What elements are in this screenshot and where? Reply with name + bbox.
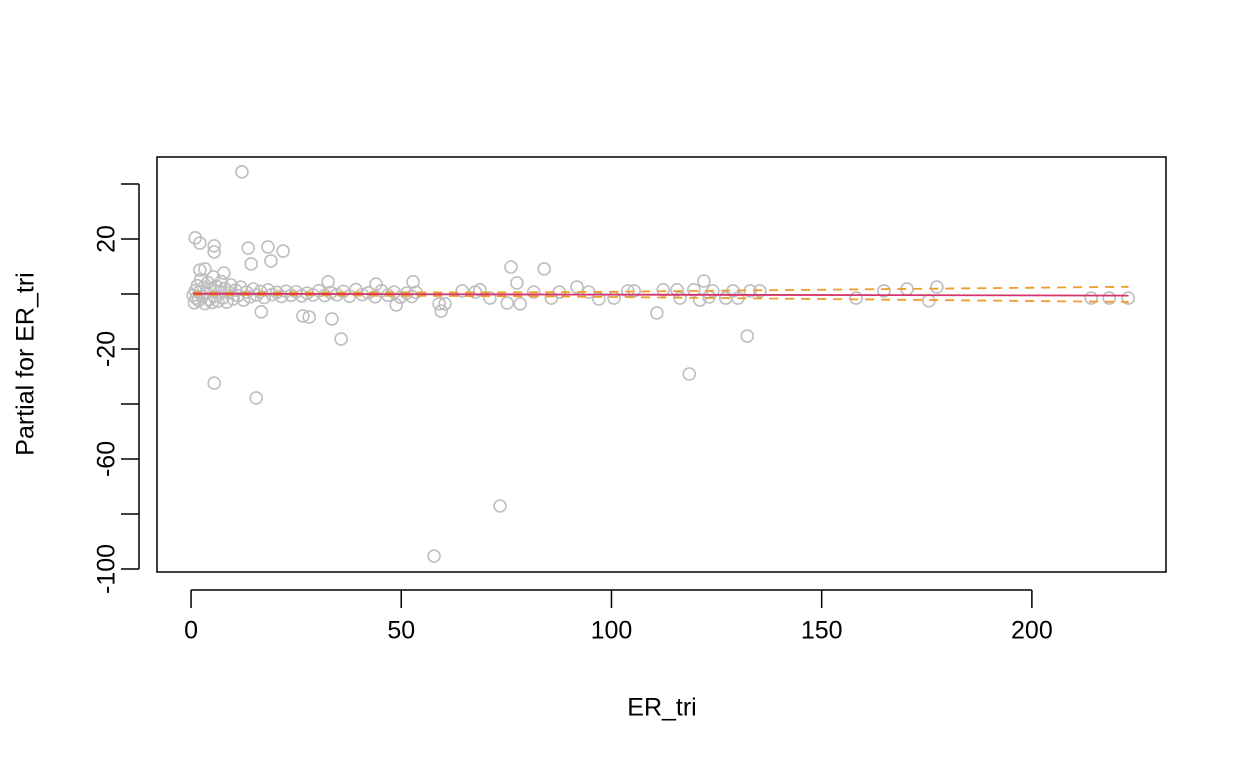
x-tick-label: 150 (801, 617, 843, 645)
point (321, 275, 335, 289)
fit-line (193, 292, 1129, 297)
confidence-band (193, 293, 1129, 303)
point (493, 499, 507, 513)
point (526, 285, 541, 299)
point (434, 304, 449, 318)
point (682, 367, 697, 381)
y-tick-label: 20 (93, 225, 121, 253)
point (254, 305, 269, 319)
x-tick-label: 200 (1011, 617, 1053, 645)
point (432, 297, 446, 311)
y-tick-label: -20 (93, 331, 121, 367)
point (302, 310, 316, 324)
point (697, 274, 711, 288)
point (369, 277, 383, 291)
plot-frame (156, 156, 1167, 573)
point (389, 298, 404, 312)
point (198, 296, 212, 311)
point (235, 165, 249, 179)
point (249, 391, 264, 405)
y-tick-label: -100 (93, 544, 121, 594)
point (427, 549, 441, 563)
point (877, 284, 891, 298)
confidence-band (193, 285, 1129, 294)
point (406, 275, 420, 289)
point (438, 297, 452, 311)
point (334, 332, 348, 346)
point (473, 283, 487, 297)
point (198, 262, 212, 276)
point (504, 260, 518, 274)
point (1121, 291, 1135, 305)
point (500, 296, 515, 310)
point (207, 245, 221, 259)
point (193, 263, 207, 277)
point (656, 283, 670, 297)
point (455, 284, 470, 298)
point (243, 290, 257, 304)
point (261, 283, 275, 297)
point (510, 276, 524, 290)
point (1102, 291, 1117, 305)
point (207, 376, 221, 390)
point (257, 290, 272, 305)
point (219, 295, 234, 310)
point (740, 329, 755, 343)
point (264, 254, 278, 268)
point (513, 297, 528, 311)
point (270, 285, 284, 300)
point (325, 312, 339, 326)
point (276, 244, 290, 258)
point (687, 283, 701, 297)
point (261, 240, 275, 254)
point (592, 292, 606, 306)
point (296, 309, 310, 323)
y-axis-title: Partial for ER_tri (12, 272, 40, 455)
x-tick-label: 50 (387, 617, 415, 645)
point (537, 262, 552, 276)
y-tick-label: -60 (93, 441, 121, 477)
x-tick-label: 100 (591, 617, 633, 645)
x-tick-label: 0 (184, 617, 198, 645)
point (930, 280, 944, 294)
point (244, 257, 258, 271)
point (193, 236, 207, 250)
point (217, 266, 231, 280)
point (570, 280, 584, 294)
point (650, 306, 664, 320)
point (241, 241, 256, 255)
point (214, 274, 229, 289)
point (207, 239, 221, 253)
point (670, 283, 684, 297)
x-axis-title: ER_tri (627, 694, 696, 722)
point (1084, 291, 1098, 305)
point (849, 291, 863, 305)
